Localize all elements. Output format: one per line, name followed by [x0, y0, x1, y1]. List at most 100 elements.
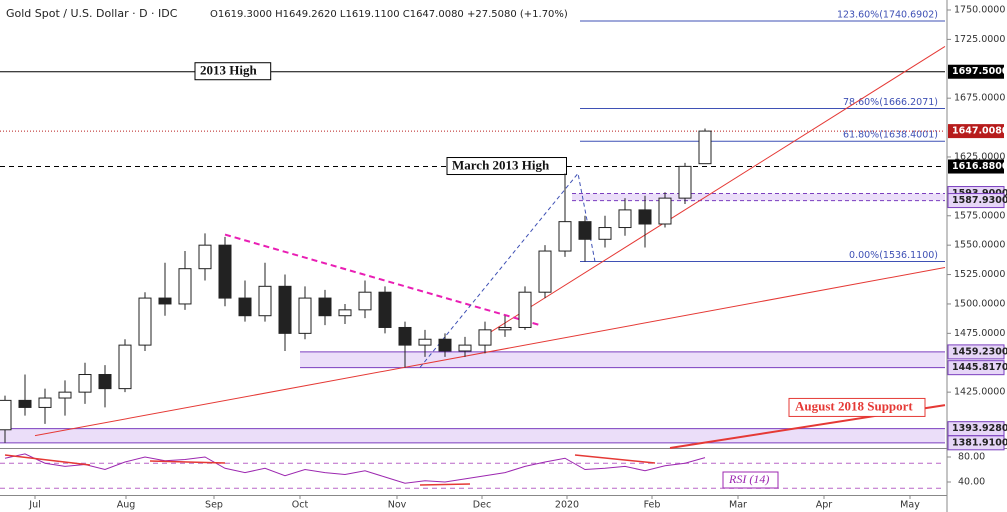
y-tick-label: 1500.0000: [954, 298, 1005, 309]
candle-body: [0, 399, 12, 431]
label-box: [446, 157, 567, 176]
rsi-tick-label: 40.00: [958, 477, 985, 488]
candle-body: [278, 285, 292, 334]
fib-label: 123.60%(1740.6902): [837, 9, 938, 20]
rsi-label: RSI (14): [728, 472, 769, 486]
y-tick-label: 1475.0000: [954, 328, 1005, 339]
candle-body: [398, 326, 412, 346]
candle-body: [378, 291, 392, 328]
axis-label: 1459.2300: [952, 346, 1007, 357]
x-tick-label: Feb: [644, 500, 661, 511]
x-tick-label: Jul: [28, 500, 40, 511]
axis-label-box: [947, 193, 1005, 209]
candle-body: [118, 344, 132, 390]
candle-body: [558, 221, 572, 252]
candle-body: [218, 244, 232, 299]
trendline: [419, 483, 471, 486]
candle-body: [178, 268, 192, 305]
rsi-label-box: [722, 471, 779, 489]
axis-label: 1381.9100: [952, 437, 1007, 448]
candle-body: [18, 399, 32, 408]
x-tick-label: Nov: [388, 500, 407, 511]
x-tick-label: Dec: [473, 500, 491, 511]
axis-label: 1647.0080: [952, 126, 1007, 137]
x-tick-label: Aug: [117, 500, 136, 511]
candle-body: [198, 244, 212, 270]
axis-label: 1587.9300: [952, 195, 1007, 206]
candle-body: [598, 227, 612, 240]
x-tick-label: Sep: [205, 500, 223, 511]
fib-label: 0.00%(1536.1100): [849, 250, 938, 261]
y-tick-label: 1675.0000: [954, 93, 1005, 104]
axis-label-box: [948, 124, 1004, 139]
candle-body: [358, 291, 372, 311]
axis-label: 1616.8800: [952, 161, 1007, 172]
line-label: March 2013 High: [452, 158, 550, 173]
candle-body: [478, 329, 492, 346]
trendline: [34, 267, 946, 437]
line-label: 2013 High: [200, 63, 257, 78]
x-tick-label: 2020: [555, 500, 579, 511]
y-tick-label: 1750.0000: [954, 4, 1005, 15]
axis-label: 1393.9280: [952, 423, 1007, 434]
candle-body: [318, 297, 332, 317]
support-zone: [572, 193, 945, 201]
y-tick-label: 1550.0000: [954, 240, 1005, 251]
label-box: [194, 62, 272, 81]
x-tick-label: May: [900, 500, 920, 511]
candle-body: [138, 297, 152, 346]
candle-body: [38, 397, 52, 408]
support-zone: [0, 428, 945, 443]
candle-body: [58, 391, 72, 399]
fib-label: 78.60%(1666.2071): [843, 97, 938, 108]
candle-body: [258, 285, 272, 317]
y-tick-label: 1525.0000: [954, 269, 1005, 280]
candle-body: [158, 297, 172, 305]
trendline: [574, 454, 656, 464]
candle-body: [638, 209, 652, 225]
x-tick-label: Oct: [292, 500, 309, 511]
axis-label-box: [947, 344, 1005, 360]
candle-body: [578, 221, 592, 240]
axis-label-box: [947, 435, 1005, 451]
candle-body: [298, 297, 312, 334]
y-tick-label: 1575.0000: [954, 210, 1005, 221]
y-tick-label: 1625.0000: [954, 151, 1005, 162]
annotation: August 2018 Support: [795, 398, 913, 413]
ohlc-readout: O1619.3000 H1649.2620 L1619.1100 C1647.0…: [210, 9, 568, 20]
annotation-box: [788, 397, 926, 417]
trendline: [224, 233, 541, 327]
y-tick-label: 1725.0000: [954, 34, 1005, 45]
axis-label: 1445.8170: [952, 362, 1007, 373]
candle-body: [98, 374, 112, 390]
candle-body: [698, 130, 712, 165]
y-tick-label: 1425.0000: [954, 387, 1005, 398]
candle-body: [418, 338, 432, 346]
rsi-tick-label: 80.00: [958, 452, 985, 463]
candle-body: [438, 338, 452, 352]
x-tick-label: Mar: [729, 500, 747, 511]
trendline: [4, 454, 91, 466]
axis-label-box: [947, 360, 1005, 376]
fib-label: 61.80%(1638.4001): [843, 130, 938, 141]
rsi-line: [4, 453, 706, 484]
candle-body: [618, 209, 632, 229]
candle-body: [498, 326, 512, 331]
candle-body: [538, 250, 552, 293]
axis-label-box: [948, 64, 1004, 79]
candle-body: [678, 165, 692, 199]
trendline: [480, 46, 946, 339]
candle-body: [238, 297, 252, 317]
candle-body: [338, 309, 352, 317]
axis-label-box: [948, 159, 1004, 174]
candle-body: [518, 291, 532, 328]
axis-label: 1697.5000: [952, 66, 1007, 77]
candle-body: [78, 374, 92, 393]
candle-body: [458, 344, 472, 352]
trendline: [149, 460, 226, 464]
support-zone: [300, 351, 945, 368]
candle-body: [658, 197, 672, 225]
x-tick-label: Apr: [816, 500, 833, 511]
